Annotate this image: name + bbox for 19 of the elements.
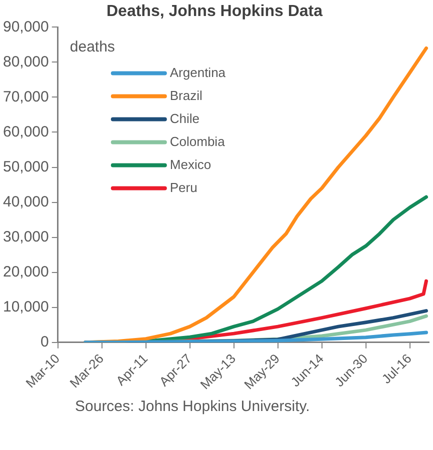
legend-label: Brazil bbox=[170, 88, 202, 103]
y-tick-label: 10,000 bbox=[2, 298, 49, 316]
y-tick-label: 30,000 bbox=[2, 228, 49, 246]
legend-label: Argentina bbox=[170, 64, 226, 80]
y-tick-label: 60,000 bbox=[2, 123, 49, 140]
source-note: Sources: Johns Hopkins University. bbox=[74, 397, 311, 415]
y-tick-label: 40,000 bbox=[2, 193, 49, 210]
y-tick-label: 70,000 bbox=[2, 88, 49, 106]
y-tick-label: 50,000 bbox=[2, 158, 49, 176]
chart-title: Deaths, Johns Hopkins Data bbox=[106, 3, 323, 20]
legend-label: Chile bbox=[170, 110, 200, 126]
y-tick-label: 80,000 bbox=[2, 53, 49, 70]
legend-title: deaths bbox=[70, 38, 115, 56]
y-tick-label: 20,000 bbox=[2, 263, 49, 280]
legend-label: Mexico bbox=[170, 156, 212, 172]
y-tick-label: 90,000 bbox=[2, 18, 49, 36]
legend-label: Peru bbox=[170, 180, 198, 195]
y-tick-label: 0 bbox=[40, 333, 49, 350]
legend-label: Colombia bbox=[170, 134, 226, 149]
